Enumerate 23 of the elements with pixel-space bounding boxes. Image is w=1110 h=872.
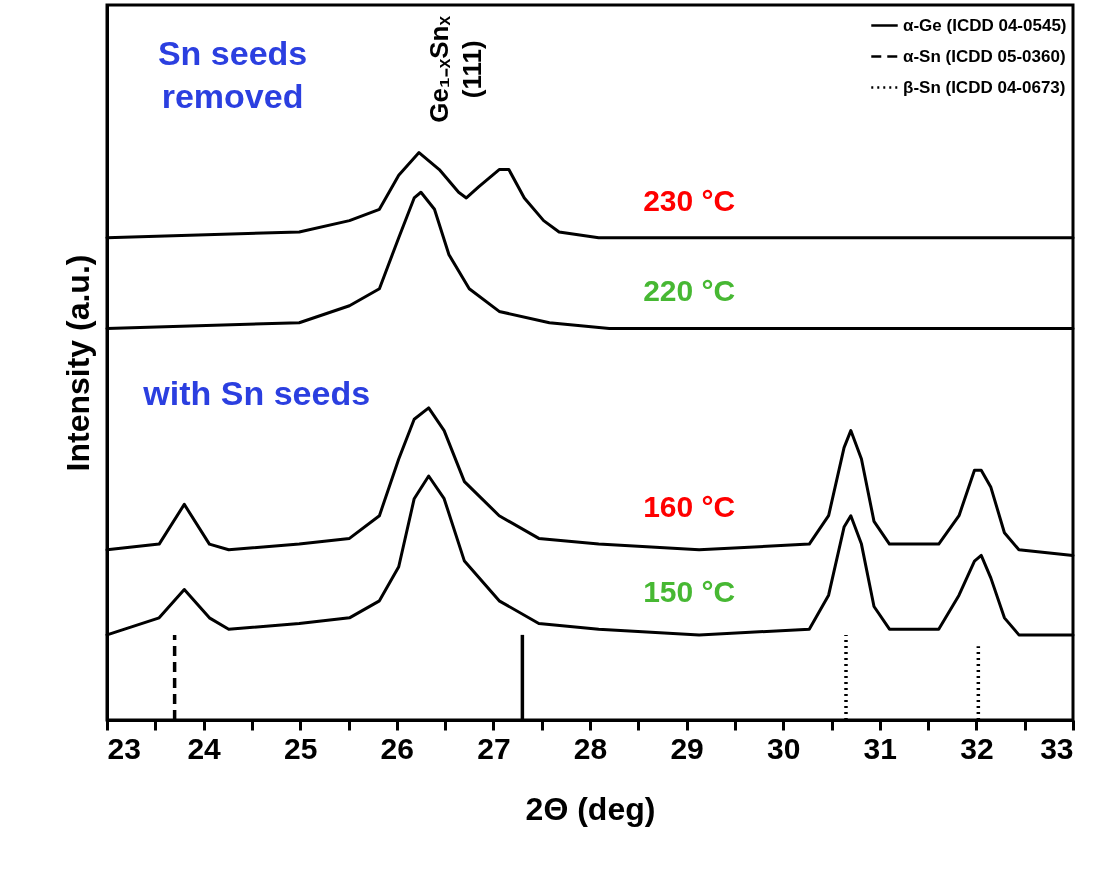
text: Sn seeds removed <box>157 34 308 115</box>
annotation: with Sn seeds <box>142 373 371 412</box>
x-tick-label: 33 <box>1040 731 1074 765</box>
x-tick-label: 26 <box>380 731 414 765</box>
x-tick-label: 27 <box>477 731 511 765</box>
legend-label: α-Ge (ICDD 04-0545) <box>903 15 1067 35</box>
text: Ge₁₋ₓSnₓ (111) <box>424 15 487 123</box>
x-tick-label: 28 <box>573 731 608 765</box>
series-label: 160 °C <box>643 490 736 524</box>
x-tick-label: 31 <box>863 731 897 765</box>
x-tick-label: 24 <box>187 731 222 765</box>
legend-label: α-Sn (ICDD 05-0360) <box>903 46 1066 66</box>
series-label: 220 °C <box>643 274 736 308</box>
x-tick-label: 32 <box>960 731 994 765</box>
legend-label: β-Sn (ICDD 04-0673) <box>903 77 1066 97</box>
series-label: 230 °C <box>643 183 736 217</box>
y-axis-title: Intensity (a.u.) <box>59 254 96 472</box>
x-tick-label: 29 <box>670 731 704 765</box>
series-label: 150 °C <box>643 575 736 609</box>
x-tick-label: 30 <box>767 731 801 765</box>
x-tick-label: 23 <box>107 731 141 765</box>
x-axis-title: 2Θ (deg) <box>525 790 656 827</box>
x-tick-label: 25 <box>284 731 318 765</box>
